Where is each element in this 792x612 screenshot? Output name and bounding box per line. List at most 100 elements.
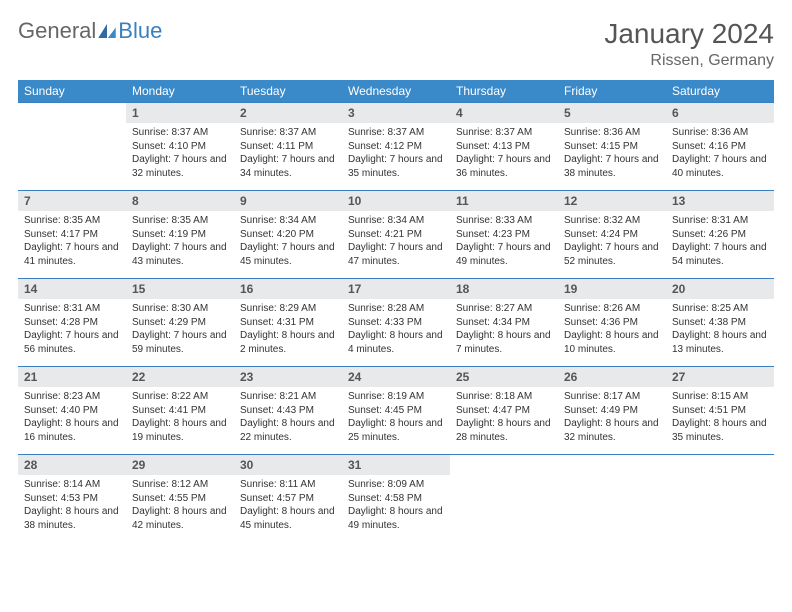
day-details: Sunrise: 8:31 AM Sunset: 4:28 PM Dayligh… (18, 299, 126, 360)
calendar-cell: 23Sunrise: 8:21 AM Sunset: 4:43 PM Dayli… (234, 367, 342, 455)
calendar-cell: 21Sunrise: 8:23 AM Sunset: 4:40 PM Dayli… (18, 367, 126, 455)
day-number: 9 (234, 191, 342, 211)
day-details: Sunrise: 8:35 AM Sunset: 4:19 PM Dayligh… (126, 211, 234, 272)
logo-text-blue: Blue (118, 18, 162, 44)
calendar-cell (450, 455, 558, 543)
weekday-header: Monday (126, 80, 234, 103)
day-number: 15 (126, 279, 234, 299)
day-details: Sunrise: 8:29 AM Sunset: 4:31 PM Dayligh… (234, 299, 342, 360)
calendar-cell: 15Sunrise: 8:30 AM Sunset: 4:29 PM Dayli… (126, 279, 234, 367)
day-details: Sunrise: 8:18 AM Sunset: 4:47 PM Dayligh… (450, 387, 558, 448)
day-number: 29 (126, 455, 234, 475)
month-title: January 2024 (604, 18, 774, 50)
calendar-cell: 8Sunrise: 8:35 AM Sunset: 4:19 PM Daylig… (126, 191, 234, 279)
calendar-cell: 19Sunrise: 8:26 AM Sunset: 4:36 PM Dayli… (558, 279, 666, 367)
logo-sail-icon (98, 24, 116, 38)
calendar-week: 14Sunrise: 8:31 AM Sunset: 4:28 PM Dayli… (18, 279, 774, 367)
calendar-cell: 5Sunrise: 8:36 AM Sunset: 4:15 PM Daylig… (558, 103, 666, 191)
day-number: 23 (234, 367, 342, 387)
day-details: Sunrise: 8:37 AM Sunset: 4:12 PM Dayligh… (342, 123, 450, 184)
day-details (558, 461, 666, 468)
calendar-cell: 4Sunrise: 8:37 AM Sunset: 4:13 PM Daylig… (450, 103, 558, 191)
day-details: Sunrise: 8:25 AM Sunset: 4:38 PM Dayligh… (666, 299, 774, 360)
day-number: 10 (342, 191, 450, 211)
day-details (450, 461, 558, 468)
calendar-week: 21Sunrise: 8:23 AM Sunset: 4:40 PM Dayli… (18, 367, 774, 455)
day-number: 19 (558, 279, 666, 299)
header: General Blue January 2024 Rissen, German… (18, 18, 774, 70)
day-number: 24 (342, 367, 450, 387)
day-details: Sunrise: 8:12 AM Sunset: 4:55 PM Dayligh… (126, 475, 234, 536)
day-number: 25 (450, 367, 558, 387)
calendar-cell: 18Sunrise: 8:27 AM Sunset: 4:34 PM Dayli… (450, 279, 558, 367)
calendar-cell: 29Sunrise: 8:12 AM Sunset: 4:55 PM Dayli… (126, 455, 234, 543)
calendar-week: 28Sunrise: 8:14 AM Sunset: 4:53 PM Dayli… (18, 455, 774, 543)
calendar-cell: 9Sunrise: 8:34 AM Sunset: 4:20 PM Daylig… (234, 191, 342, 279)
day-number: 13 (666, 191, 774, 211)
calendar-cell: 12Sunrise: 8:32 AM Sunset: 4:24 PM Dayli… (558, 191, 666, 279)
day-number: 1 (126, 103, 234, 123)
day-details: Sunrise: 8:14 AM Sunset: 4:53 PM Dayligh… (18, 475, 126, 536)
calendar-cell: 1Sunrise: 8:37 AM Sunset: 4:10 PM Daylig… (126, 103, 234, 191)
day-number: 17 (342, 279, 450, 299)
day-number: 30 (234, 455, 342, 475)
day-details: Sunrise: 8:37 AM Sunset: 4:10 PM Dayligh… (126, 123, 234, 184)
day-details: Sunrise: 8:28 AM Sunset: 4:33 PM Dayligh… (342, 299, 450, 360)
day-number: 22 (126, 367, 234, 387)
day-number: 12 (558, 191, 666, 211)
day-number: 18 (450, 279, 558, 299)
title-block: January 2024 Rissen, Germany (604, 18, 774, 70)
day-details: Sunrise: 8:35 AM Sunset: 4:17 PM Dayligh… (18, 211, 126, 272)
day-number: 16 (234, 279, 342, 299)
calendar-cell (18, 103, 126, 191)
weekday-header: Tuesday (234, 80, 342, 103)
day-number: 14 (18, 279, 126, 299)
calendar-week: 1Sunrise: 8:37 AM Sunset: 4:10 PM Daylig… (18, 103, 774, 191)
calendar-body: 1Sunrise: 8:37 AM Sunset: 4:10 PM Daylig… (18, 103, 774, 543)
calendar-cell: 10Sunrise: 8:34 AM Sunset: 4:21 PM Dayli… (342, 191, 450, 279)
calendar-cell: 24Sunrise: 8:19 AM Sunset: 4:45 PM Dayli… (342, 367, 450, 455)
calendar-cell: 27Sunrise: 8:15 AM Sunset: 4:51 PM Dayli… (666, 367, 774, 455)
day-details: Sunrise: 8:36 AM Sunset: 4:15 PM Dayligh… (558, 123, 666, 184)
location: Rissen, Germany (604, 52, 774, 70)
calendar-cell: 22Sunrise: 8:22 AM Sunset: 4:41 PM Dayli… (126, 367, 234, 455)
weekday-header-row: Sunday Monday Tuesday Wednesday Thursday… (18, 80, 774, 103)
day-details: Sunrise: 8:26 AM Sunset: 4:36 PM Dayligh… (558, 299, 666, 360)
calendar-cell: 14Sunrise: 8:31 AM Sunset: 4:28 PM Dayli… (18, 279, 126, 367)
day-number: 20 (666, 279, 774, 299)
weekday-header: Thursday (450, 80, 558, 103)
calendar-cell: 7Sunrise: 8:35 AM Sunset: 4:17 PM Daylig… (18, 191, 126, 279)
day-details: Sunrise: 8:17 AM Sunset: 4:49 PM Dayligh… (558, 387, 666, 448)
calendar-cell: 11Sunrise: 8:33 AM Sunset: 4:23 PM Dayli… (450, 191, 558, 279)
calendar-week: 7Sunrise: 8:35 AM Sunset: 4:17 PM Daylig… (18, 191, 774, 279)
calendar-cell: 25Sunrise: 8:18 AM Sunset: 4:47 PM Dayli… (450, 367, 558, 455)
day-details: Sunrise: 8:34 AM Sunset: 4:20 PM Dayligh… (234, 211, 342, 272)
day-number: 5 (558, 103, 666, 123)
day-details: Sunrise: 8:11 AM Sunset: 4:57 PM Dayligh… (234, 475, 342, 536)
calendar-cell: 3Sunrise: 8:37 AM Sunset: 4:12 PM Daylig… (342, 103, 450, 191)
weekday-header: Wednesday (342, 80, 450, 103)
logo: General Blue (18, 18, 162, 44)
day-number: 11 (450, 191, 558, 211)
day-details: Sunrise: 8:36 AM Sunset: 4:16 PM Dayligh… (666, 123, 774, 184)
day-details: Sunrise: 8:19 AM Sunset: 4:45 PM Dayligh… (342, 387, 450, 448)
logo-text-general: General (18, 18, 96, 44)
day-details: Sunrise: 8:21 AM Sunset: 4:43 PM Dayligh… (234, 387, 342, 448)
day-details (666, 461, 774, 468)
day-details: Sunrise: 8:23 AM Sunset: 4:40 PM Dayligh… (18, 387, 126, 448)
calendar-cell: 6Sunrise: 8:36 AM Sunset: 4:16 PM Daylig… (666, 103, 774, 191)
day-number: 7 (18, 191, 126, 211)
day-number: 6 (666, 103, 774, 123)
calendar-cell (666, 455, 774, 543)
day-details: Sunrise: 8:30 AM Sunset: 4:29 PM Dayligh… (126, 299, 234, 360)
day-details (18, 109, 126, 116)
day-details: Sunrise: 8:09 AM Sunset: 4:58 PM Dayligh… (342, 475, 450, 536)
day-number: 3 (342, 103, 450, 123)
calendar-cell: 31Sunrise: 8:09 AM Sunset: 4:58 PM Dayli… (342, 455, 450, 543)
day-number: 8 (126, 191, 234, 211)
calendar-cell: 28Sunrise: 8:14 AM Sunset: 4:53 PM Dayli… (18, 455, 126, 543)
day-details: Sunrise: 8:27 AM Sunset: 4:34 PM Dayligh… (450, 299, 558, 360)
calendar-cell: 20Sunrise: 8:25 AM Sunset: 4:38 PM Dayli… (666, 279, 774, 367)
day-details: Sunrise: 8:32 AM Sunset: 4:24 PM Dayligh… (558, 211, 666, 272)
day-details: Sunrise: 8:33 AM Sunset: 4:23 PM Dayligh… (450, 211, 558, 272)
